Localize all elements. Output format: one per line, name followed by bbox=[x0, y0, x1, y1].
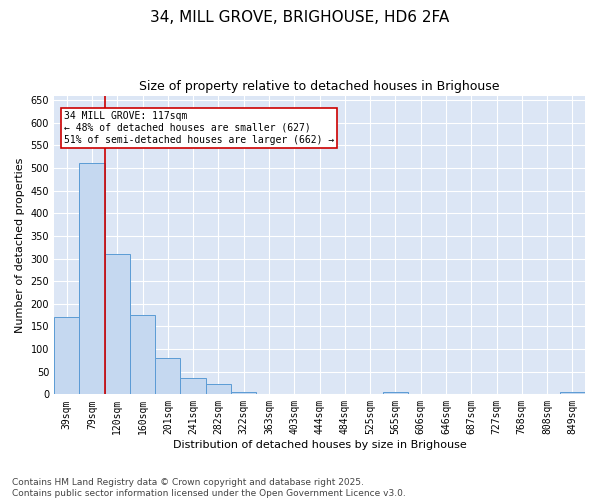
Bar bbox=[383, 392, 408, 394]
Bar bbox=[206, 384, 231, 394]
Bar bbox=[231, 392, 256, 394]
Text: 34, MILL GROVE, BRIGHOUSE, HD6 2FA: 34, MILL GROVE, BRIGHOUSE, HD6 2FA bbox=[151, 10, 449, 25]
Bar bbox=[560, 392, 585, 394]
Text: Contains HM Land Registry data © Crown copyright and database right 2025.
Contai: Contains HM Land Registry data © Crown c… bbox=[12, 478, 406, 498]
Bar bbox=[104, 254, 130, 394]
Bar bbox=[181, 378, 206, 394]
Title: Size of property relative to detached houses in Brighouse: Size of property relative to detached ho… bbox=[139, 80, 500, 93]
Bar bbox=[155, 358, 181, 395]
Bar bbox=[79, 164, 104, 394]
X-axis label: Distribution of detached houses by size in Brighouse: Distribution of detached houses by size … bbox=[173, 440, 466, 450]
Bar bbox=[130, 315, 155, 394]
Text: 34 MILL GROVE: 117sqm
← 48% of detached houses are smaller (627)
51% of semi-det: 34 MILL GROVE: 117sqm ← 48% of detached … bbox=[64, 112, 334, 144]
Bar bbox=[54, 318, 79, 394]
Y-axis label: Number of detached properties: Number of detached properties bbox=[15, 158, 25, 332]
